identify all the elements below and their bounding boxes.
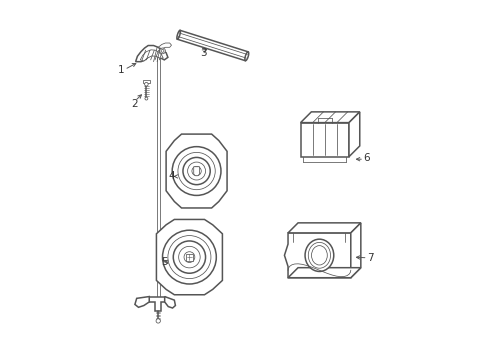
Circle shape [172,147,221,195]
Circle shape [184,252,195,262]
Ellipse shape [245,52,249,61]
Text: 7: 7 [367,253,374,263]
Circle shape [145,97,148,100]
Polygon shape [149,297,165,311]
Circle shape [192,166,201,176]
Polygon shape [351,223,361,278]
Polygon shape [300,123,349,157]
Circle shape [173,241,205,273]
Polygon shape [135,297,149,307]
Circle shape [145,82,148,86]
Polygon shape [140,50,163,61]
Text: 3: 3 [200,48,207,58]
Polygon shape [285,233,354,278]
Polygon shape [165,297,175,308]
Text: 6: 6 [364,153,370,163]
Polygon shape [349,112,360,157]
Ellipse shape [305,239,334,271]
Text: 4: 4 [168,171,175,181]
Polygon shape [288,268,361,278]
Polygon shape [166,134,227,208]
Polygon shape [156,220,222,295]
Circle shape [188,162,205,180]
Circle shape [163,230,216,284]
Circle shape [178,152,215,190]
Circle shape [160,48,166,54]
Polygon shape [136,45,168,62]
Text: 5: 5 [161,257,168,267]
Ellipse shape [177,30,180,39]
Polygon shape [158,43,172,49]
Polygon shape [143,80,150,83]
Text: 1: 1 [118,64,124,75]
Circle shape [156,319,160,323]
Circle shape [179,246,200,268]
Circle shape [183,157,210,185]
Circle shape [168,235,211,279]
Circle shape [161,49,164,52]
Text: 2: 2 [132,99,138,109]
Polygon shape [300,112,360,123]
Polygon shape [194,167,199,176]
Polygon shape [288,223,361,233]
Ellipse shape [308,242,331,268]
Polygon shape [186,253,193,261]
Ellipse shape [312,246,327,265]
